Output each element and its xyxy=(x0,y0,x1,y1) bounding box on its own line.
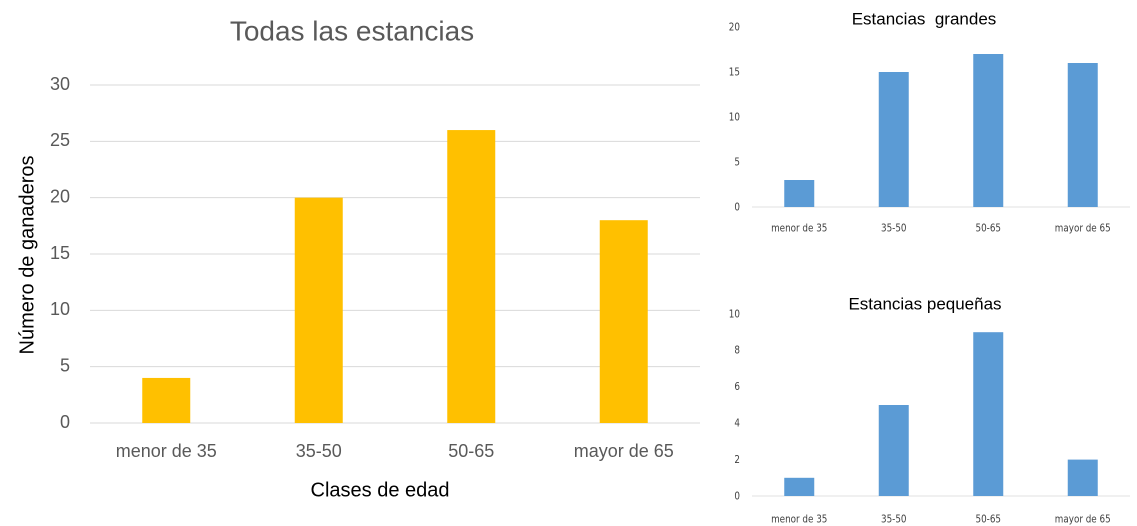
y-tick-label: 4 xyxy=(734,418,740,430)
chart-title: Estancias pequeñas xyxy=(848,294,1001,313)
bar xyxy=(973,54,1004,207)
y-tick-label: 0 xyxy=(60,412,70,432)
y-tick-label: 2 xyxy=(734,454,740,466)
x-tick-label: 35-50 xyxy=(881,222,907,234)
chart-title: Estancias grandes xyxy=(852,9,997,28)
bar xyxy=(599,220,648,423)
bar xyxy=(784,180,815,207)
x-tick-label: 35-50 xyxy=(881,513,907,525)
x-tick-label: menor de 35 xyxy=(771,222,827,234)
y-tick-label: 10 xyxy=(729,111,740,123)
x-axis-label: Clases de edad xyxy=(311,479,450,501)
bar xyxy=(294,197,343,423)
bar xyxy=(973,332,1004,496)
y-tick-label: 5 xyxy=(734,156,740,168)
bar xyxy=(878,405,909,496)
x-tick-label: 50-65 xyxy=(448,441,494,461)
bar xyxy=(142,377,191,423)
y-tick-label: 25 xyxy=(50,130,70,150)
x-tick-label: 50-65 xyxy=(975,222,1001,234)
y-tick-label: 0 xyxy=(734,201,740,213)
bar xyxy=(1067,63,1098,207)
y-tick-label: 15 xyxy=(729,66,740,78)
y-tick-label: 0 xyxy=(734,490,740,502)
bar xyxy=(1067,459,1098,496)
x-tick-label: menor de 35 xyxy=(116,441,217,461)
x-tick-label: 50-65 xyxy=(975,513,1001,525)
y-tick-label: 20 xyxy=(729,21,740,33)
chart-title: Todas las estancias xyxy=(230,15,474,46)
x-tick-label: menor de 35 xyxy=(771,513,827,525)
y-tick-label: 10 xyxy=(729,308,740,320)
x-tick-label: mayor de 65 xyxy=(1055,513,1111,525)
bar xyxy=(447,130,496,424)
y-tick-label: 8 xyxy=(734,345,740,357)
bar xyxy=(784,477,815,496)
y-tick-label: 6 xyxy=(734,381,740,393)
x-tick-label: mayor de 65 xyxy=(574,441,674,461)
bar xyxy=(878,72,909,207)
x-tick-label: 35-50 xyxy=(296,441,342,461)
y-tick-label: 30 xyxy=(50,74,70,94)
y-axis-label: Número de ganaderos xyxy=(16,155,38,354)
y-tick-label: 15 xyxy=(50,243,70,263)
y-tick-label: 10 xyxy=(50,299,70,319)
y-tick-label: 20 xyxy=(50,186,70,206)
y-tick-label: 5 xyxy=(60,355,70,375)
x-tick-label: mayor de 65 xyxy=(1055,222,1111,234)
